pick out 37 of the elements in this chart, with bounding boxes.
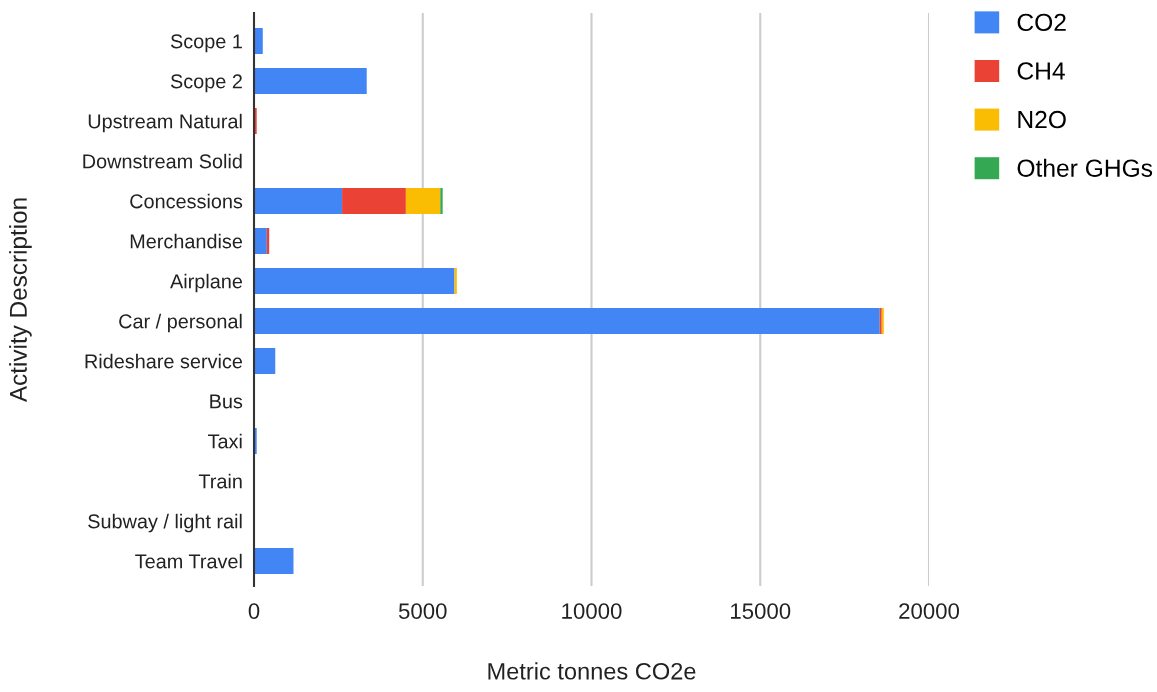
bar (254, 188, 343, 214)
legend-label: CO2 (1017, 13, 1066, 32)
y-tick-label: Downstream Solid (83, 153, 242, 169)
y-tick-label: Team Travel (135, 553, 242, 569)
y-tick-label: Train (198, 473, 242, 489)
x-axis-title: Metric tonnes CO2e (488, 662, 696, 680)
x-tick-label: 10000 (562, 603, 622, 619)
legend-label: N2O (1018, 110, 1066, 129)
x-tick-label: 15000 (731, 603, 791, 619)
y-tick-label: Subway / light rail (88, 513, 242, 533)
bar (440, 188, 443, 214)
bar (254, 268, 455, 294)
x-tick-label: 20000 (899, 603, 960, 619)
y-axis-title: Activity Description (9, 198, 32, 403)
x-tick-label: 0 (248, 603, 260, 619)
bar (254, 348, 276, 374)
legend-label: CH4 (1017, 62, 1065, 80)
y-tick-label: Upstream Natural (88, 113, 242, 133)
bar (254, 68, 367, 94)
y-tick-label: Bus (210, 394, 243, 409)
legend-label: Other GHGs (1017, 158, 1153, 177)
y-tick-label: Taxi (208, 433, 242, 449)
y-tick-label: Airplane (170, 273, 243, 293)
bar (254, 228, 267, 254)
y-tick-label: Scope 1 (170, 34, 242, 53)
bar (454, 268, 457, 294)
y-tick-label: Rideshare service (85, 353, 243, 369)
bar (254, 308, 880, 334)
y-tick-label: Merchandise (130, 233, 243, 249)
bar (405, 188, 441, 214)
bar (342, 188, 406, 214)
y-tick-label: Scope 2 (170, 74, 242, 93)
y-tick-label: Car / personal (119, 313, 242, 333)
y-tick-label: Concessions (130, 193, 243, 209)
bar (254, 548, 294, 574)
bar (254, 28, 263, 54)
x-tick-label: 5000 (398, 603, 447, 619)
